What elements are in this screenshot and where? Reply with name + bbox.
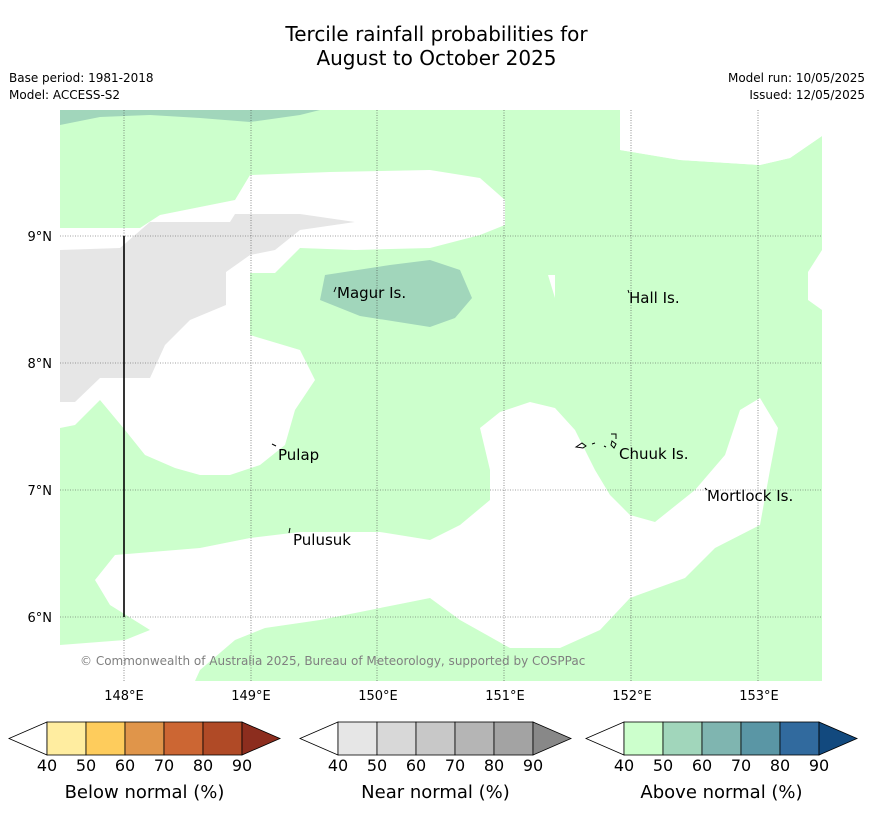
above-normal-colorbar-label: Above normal (%) xyxy=(640,782,802,803)
below-normal-colorbar-tick: 40 xyxy=(37,756,57,775)
near-normal-40-region xyxy=(60,214,355,402)
issued-date: Issued: 12/05/2025 xyxy=(749,88,865,102)
below-normal-colorbar-tick: 80 xyxy=(193,756,213,775)
near-normal-colorbar-segment xyxy=(337,721,378,756)
mortlock-island-mark xyxy=(704,487,708,491)
white-region-northeast xyxy=(620,110,822,165)
above-normal-colorbar-tick: 40 xyxy=(614,756,634,775)
white-region-east-notch xyxy=(808,250,822,310)
near-normal-colorbar-segment xyxy=(415,721,456,756)
near-normal-colorbar-segment xyxy=(376,721,417,756)
near-normal-colorbar: 40 50 60 70 80 90 Near normal (%) xyxy=(298,721,573,803)
hall-island-mark xyxy=(627,289,630,294)
above-normal-colorbar-low-extend xyxy=(584,721,625,756)
pulusuk-island-mark xyxy=(288,527,291,534)
above-normal-colorbar: 40 50 60 70 80 90 Above normal (%) xyxy=(584,721,859,803)
lat-label-6n: 6°N xyxy=(28,611,53,626)
below-normal-colorbar-label: Below normal (%) xyxy=(65,782,225,803)
pulap-island-mark xyxy=(271,443,277,447)
above-normal-50-region-magur xyxy=(320,260,472,327)
above-normal-colorbar-segment xyxy=(662,721,703,756)
above-normal-colorbar-segment xyxy=(779,721,820,756)
above-normal-40-southeast xyxy=(735,650,822,681)
near-normal-colorbar-tick: 80 xyxy=(484,756,504,775)
near-normal-colorbar-high-extend xyxy=(532,721,573,756)
near-normal-colorbar-tick: 60 xyxy=(406,756,426,775)
lon-label-150: 150°E xyxy=(358,689,398,704)
lat-label-7n: 7°N xyxy=(28,484,53,499)
near-normal-colorbar-tick: 70 xyxy=(445,756,465,775)
lon-label-148: 148°E xyxy=(104,689,144,704)
below-normal-colorbar-segment xyxy=(46,721,87,756)
model-run: Model run: 10/05/2025 xyxy=(727,71,865,85)
lat-label-9n: 9°N xyxy=(28,230,53,245)
near-normal-colorbar-tick: 50 xyxy=(367,756,387,775)
place-label-magur: Magur Is. xyxy=(337,284,406,302)
near-normal-colorbar-segment xyxy=(493,721,534,756)
above-normal-colorbar-segment xyxy=(701,721,742,756)
below-normal-colorbar-low-extend xyxy=(7,721,48,756)
above-normal-colorbar-tick: 90 xyxy=(809,756,829,775)
magur-island-mark xyxy=(333,286,337,293)
title-line-1: Tercile rainfall probabilities for xyxy=(285,22,588,46)
below-normal-colorbar-segment xyxy=(202,721,243,756)
place-label-chuuk: Chuuk Is. xyxy=(619,445,688,463)
meta-right: Model run: 10/05/2025 Issued: 12/05/2025 xyxy=(728,70,865,104)
lon-label-149: 149°E xyxy=(231,689,271,704)
base-period: Base period: 1981-2018 xyxy=(9,71,154,85)
below-normal-colorbar: 40 50 60 70 80 90 Below normal (%) xyxy=(7,721,282,803)
place-label-pulap: Pulap xyxy=(278,446,319,464)
below-normal-colorbar-segment xyxy=(85,721,126,756)
near-normal-colorbar-tick: 40 xyxy=(328,756,348,775)
above-normal-colorbar-tick: 80 xyxy=(770,756,790,775)
below-normal-colorbar-tick: 60 xyxy=(115,756,135,775)
below-normal-colorbar-tick: 50 xyxy=(76,756,96,775)
below-normal-colorbar-segment xyxy=(124,721,165,756)
above-normal-colorbar-tick: 50 xyxy=(653,756,673,775)
place-label-hall: Hall Is. xyxy=(629,289,680,307)
near-normal-colorbar-tick: 90 xyxy=(523,756,543,775)
below-normal-colorbar-tick: 70 xyxy=(154,756,174,775)
above-normal-colorbar-high-extend xyxy=(818,721,859,756)
near-normal-colorbar-segment xyxy=(454,721,495,756)
white-region-south xyxy=(60,398,778,681)
lon-label-152: 152°E xyxy=(612,689,652,704)
above-normal-colorbar-segment xyxy=(623,721,664,756)
title-line-2: August to October 2025 xyxy=(316,46,557,70)
place-label-mortlock: Mortlock Is. xyxy=(707,487,793,505)
below-normal-colorbar-segment xyxy=(163,721,204,756)
copyright-text: © Commonwealth of Australia 2025, Bureau… xyxy=(80,654,585,668)
near-normal-colorbar-low-extend xyxy=(298,721,339,756)
lon-label-153: 153°E xyxy=(739,689,779,704)
near-normal-colorbar-label: Near normal (%) xyxy=(361,782,510,803)
meta-left: Base period: 1981-2018 Model: ACCESS-S2 xyxy=(9,70,154,104)
below-normal-colorbar-high-extend xyxy=(241,721,282,756)
islands xyxy=(271,286,708,534)
lon-label-151: 151°E xyxy=(485,689,525,704)
below-normal-colorbar-tick: 90 xyxy=(232,756,252,775)
above-normal-colorbar-tick: 70 xyxy=(731,756,751,775)
map-title: Tercile rainfall probabilities for Augus… xyxy=(0,22,873,70)
above-normal-colorbar-tick: 60 xyxy=(692,756,712,775)
above-normal-50-region-north xyxy=(60,110,320,125)
colorbars: 40 50 60 70 80 90 Below normal (%) 40 50 60 70 80 90… xyxy=(7,721,859,803)
map-area xyxy=(60,110,822,681)
place-label-pulusuk: Pulusuk xyxy=(293,531,351,549)
above-normal-colorbar-segment xyxy=(740,721,781,756)
chuuk-lagoon-mark xyxy=(574,433,617,449)
white-region-small xyxy=(548,275,555,298)
lat-label-8n: 8°N xyxy=(28,357,53,372)
model-name: Model: ACCESS-S2 xyxy=(9,88,121,102)
